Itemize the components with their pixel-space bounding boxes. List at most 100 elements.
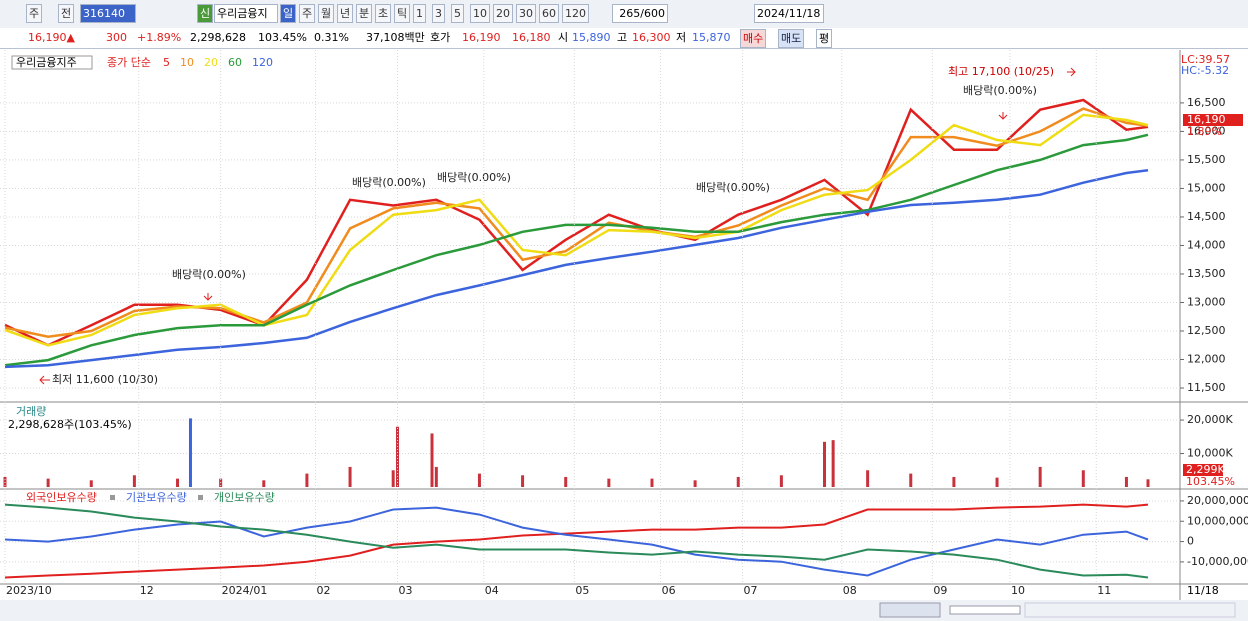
series-line bbox=[4, 113, 1149, 347]
period-button[interactable]: 120 bbox=[562, 4, 589, 23]
period-button[interactable]: 10 bbox=[470, 4, 490, 23]
y-tick-label: 20,000,000 bbox=[1187, 494, 1248, 507]
y-tick-label: 13,500 bbox=[1187, 267, 1226, 280]
x-tick-label: 10 bbox=[1011, 584, 1025, 597]
volume-bar bbox=[348, 466, 352, 487]
x-tick-label: 03 bbox=[399, 584, 413, 597]
x-tick-label: 05 bbox=[575, 584, 589, 597]
sell-button[interactable]: 매도 bbox=[778, 29, 805, 48]
volume-bar bbox=[1038, 466, 1042, 487]
period-button[interactable]: 60 bbox=[539, 4, 559, 23]
type-select[interactable]: 전 bbox=[58, 4, 75, 23]
annotation: 배당락(0.00%) bbox=[352, 176, 426, 189]
y-tick-label: 16,500 bbox=[1187, 96, 1226, 109]
period-button[interactable]: 1 bbox=[413, 4, 426, 23]
legend-title: 종가 단순 bbox=[107, 56, 151, 69]
bid: 16,180 bbox=[512, 31, 551, 44]
period-button[interactable]: 초 bbox=[375, 4, 392, 23]
avg-button[interactable]: 평 bbox=[816, 29, 833, 48]
high: 16,300 bbox=[632, 31, 671, 44]
low: 15,870 bbox=[692, 31, 731, 44]
markers bbox=[39, 67, 1076, 385]
y-tick-label: 14,500 bbox=[1187, 210, 1226, 223]
y-tick-label: 16,000 bbox=[1187, 124, 1226, 137]
lc-label: LC:39.57 bbox=[1181, 53, 1230, 66]
date-input[interactable]: 2024/11/18 bbox=[754, 4, 824, 23]
price: 16,190▲ bbox=[28, 31, 75, 44]
count-max: /600 bbox=[640, 7, 665, 20]
label: 고 bbox=[617, 31, 628, 44]
period-button[interactable]: 분 bbox=[356, 4, 373, 23]
scroll-buttons[interactable] bbox=[879, 602, 941, 618]
period-button[interactable]: 틱 bbox=[394, 4, 411, 23]
y-tick-label: 12,500 bbox=[1187, 324, 1226, 337]
y-tick-label: 15,000 bbox=[1187, 181, 1226, 194]
legend-item: 20 bbox=[204, 56, 218, 69]
last-price: 16,190 bbox=[1187, 113, 1226, 126]
scrollbar[interactable] bbox=[949, 605, 1021, 615]
period-button[interactable]: 일 bbox=[280, 4, 297, 23]
y-tick-label: 11,500 bbox=[1187, 381, 1226, 394]
volume: 2,298,628 bbox=[190, 31, 246, 44]
x-tick-label: 02 bbox=[317, 584, 331, 597]
period-button[interactable]: 3 bbox=[432, 4, 445, 23]
volume-bar bbox=[391, 470, 395, 487]
legend-icon bbox=[110, 495, 115, 500]
y-tick-label: -10,000,000 bbox=[1187, 555, 1248, 568]
count[interactable]: 265/600 bbox=[612, 4, 668, 23]
x-tick-label: 04 bbox=[485, 584, 499, 597]
annotation: 배당락(0.00%) bbox=[437, 171, 511, 184]
legend-icon bbox=[198, 495, 203, 500]
last-ratio: 103.45% bbox=[1186, 475, 1235, 488]
series-line bbox=[4, 133, 1149, 367]
period-button[interactable]: 30 bbox=[516, 4, 536, 23]
label: 호가 bbox=[430, 31, 451, 44]
volume-bar bbox=[132, 475, 136, 487]
volume-bar bbox=[188, 418, 192, 487]
period-button[interactable]: 20 bbox=[493, 4, 513, 23]
volume-bar bbox=[305, 473, 309, 487]
market-select[interactable]: 주 bbox=[26, 4, 43, 23]
volume-bar bbox=[909, 473, 913, 487]
last-price-box bbox=[1183, 114, 1243, 126]
legend-item: 10 bbox=[180, 56, 194, 69]
open: 15,890 bbox=[572, 31, 611, 44]
volume-bar bbox=[3, 476, 7, 487]
label: 시 bbox=[558, 31, 569, 44]
x-tick-label: 09 bbox=[933, 584, 947, 597]
x-tick-label: 06 bbox=[662, 584, 676, 597]
period-button[interactable]: 5 bbox=[451, 4, 464, 23]
credit-badge: 신 bbox=[197, 4, 214, 23]
y-tick-label: 10,000,000 bbox=[1187, 514, 1248, 527]
series-line bbox=[4, 503, 1149, 579]
volume-bar bbox=[1146, 479, 1150, 487]
stock-name: 우리금융지 bbox=[214, 4, 278, 23]
volume-bar bbox=[650, 478, 654, 487]
stock-name: 우리금융지주 bbox=[16, 56, 77, 69]
y-tick-label: 12,000 bbox=[1187, 353, 1226, 366]
toolbar: 주 전 316140 신 우리금융지 일 주 월 년 분 초 틱 1 3 5 10 20 30 60 120… bbox=[0, 0, 1248, 29]
change-pct: +1.89% bbox=[137, 31, 182, 44]
period-button[interactable]: 년 bbox=[337, 4, 354, 23]
legend-item: 120 bbox=[252, 56, 273, 69]
annotation: 배당락(0.00%) bbox=[963, 84, 1037, 97]
volume-bar bbox=[89, 480, 93, 487]
y-tick-label: 15,500 bbox=[1187, 153, 1226, 166]
last-box bbox=[1183, 464, 1223, 476]
volume-bar bbox=[866, 470, 870, 487]
x-tick-label: 11 bbox=[1097, 584, 1111, 597]
code-input[interactable]: 316140 bbox=[80, 4, 136, 23]
volume-bar bbox=[176, 478, 180, 487]
volume-bar bbox=[396, 426, 400, 487]
volume-bar bbox=[952, 476, 956, 487]
buy-button[interactable]: 매수 bbox=[740, 29, 767, 48]
y-tick-label: 0 bbox=[1187, 535, 1194, 548]
period-button[interactable]: 주 bbox=[299, 4, 316, 23]
volume-bar bbox=[995, 477, 999, 487]
volume-bar bbox=[823, 441, 827, 487]
tool-icons[interactable] bbox=[1024, 602, 1236, 618]
period-button[interactable]: 월 bbox=[318, 4, 335, 23]
series-line bbox=[4, 503, 1149, 579]
volume-bar bbox=[736, 476, 740, 487]
